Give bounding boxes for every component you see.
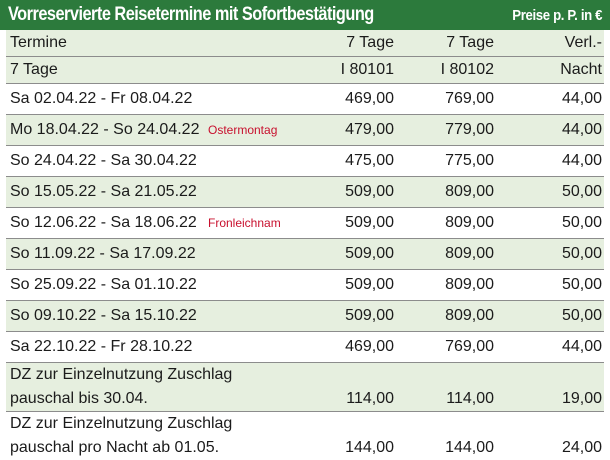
surcharge-row-1-line-1: DZ zur Einzelnutzung Zuschlag bbox=[6, 362, 604, 387]
row-note-holiday: Fronleichnam bbox=[208, 207, 304, 239]
row-night: 44,00 bbox=[494, 114, 604, 146]
surcharge-row-2-line-1: DZ zur Einzelnutzung Zuschlag bbox=[6, 411, 604, 436]
spacer-cell bbox=[394, 362, 494, 387]
row-price-2: 779,00 bbox=[394, 114, 494, 146]
header-note bbox=[208, 30, 304, 57]
row-price-1: 479,00 bbox=[304, 114, 394, 146]
header-row-2: 7 Tage I 80101 I 80102 Nacht bbox=[6, 56, 604, 84]
row-night: 44,00 bbox=[494, 145, 604, 177]
row-note bbox=[208, 269, 304, 301]
row-price-1: 509,00 bbox=[304, 300, 394, 332]
row-night: 50,00 bbox=[494, 269, 604, 301]
row-price-1: 509,00 bbox=[304, 176, 394, 208]
dates-price-table: Termine 7 Tage 7 Tage Verl.- 7 Tage I 80… bbox=[6, 30, 604, 460]
table-row: Mo 18.04.22 - So 24.04.22 Ostermontag 47… bbox=[6, 114, 604, 146]
surcharge-sublabel: pauschal pro Nacht ab 01.05. bbox=[6, 436, 304, 460]
row-note bbox=[208, 331, 304, 363]
row-termin: Mo 18.04.22 - So 24.04.22 bbox=[6, 114, 208, 146]
header-note-2 bbox=[208, 56, 304, 84]
row-price-2: 809,00 bbox=[394, 269, 494, 301]
row-termin: So 25.09.22 - Sa 01.10.22 bbox=[6, 269, 208, 301]
row-price-2: 809,00 bbox=[394, 238, 494, 270]
row-price-2: 809,00 bbox=[394, 300, 494, 332]
row-price-2: 809,00 bbox=[394, 207, 494, 239]
row-termin: So 09.10.22 - Sa 15.10.22 bbox=[6, 300, 208, 332]
surcharge-price-1: 114,00 bbox=[304, 387, 394, 412]
row-night: 50,00 bbox=[494, 238, 604, 270]
spacer-cell bbox=[304, 362, 394, 387]
row-note bbox=[208, 176, 304, 208]
row-night: 50,00 bbox=[494, 207, 604, 239]
row-termin: So 15.05.22 - Sa 21.05.22 bbox=[6, 176, 208, 208]
row-night: 50,00 bbox=[494, 176, 604, 208]
row-termin: Sa 02.04.22 - Fr 08.04.22 bbox=[6, 83, 208, 115]
row-price-1: 509,00 bbox=[304, 238, 394, 270]
row-price-2: 769,00 bbox=[394, 331, 494, 363]
surcharge-row-2-line-2: pauschal pro Nacht ab 01.05. 144,00 144,… bbox=[6, 436, 604, 460]
header-col-2: 7 Tage bbox=[394, 30, 494, 57]
row-price-1: 475,00 bbox=[304, 145, 394, 177]
surcharge-price-2: 144,00 bbox=[394, 436, 494, 460]
table-row: So 09.10.22 - Sa 15.10.22 509,00 809,00 … bbox=[6, 300, 604, 332]
row-price-1: 509,00 bbox=[304, 269, 394, 301]
row-termin: Sa 22.10.22 - Fr 28.10.22 bbox=[6, 331, 208, 363]
surcharge-night: 19,00 bbox=[494, 387, 604, 412]
table-row: So 25.09.22 - Sa 01.10.22 509,00 809,00 … bbox=[6, 269, 604, 301]
spacer-cell bbox=[494, 411, 604, 436]
row-note bbox=[208, 145, 304, 177]
row-price-2: 769,00 bbox=[394, 83, 494, 115]
header-code-2: I 80102 bbox=[394, 56, 494, 84]
row-price-1: 509,00 bbox=[304, 207, 394, 239]
row-termin: So 24.04.22 - Sa 30.04.22 bbox=[6, 145, 208, 177]
row-night: 50,00 bbox=[494, 300, 604, 332]
row-termin: So 12.06.22 - Sa 18.06.22 bbox=[6, 207, 208, 239]
row-night: 44,00 bbox=[494, 83, 604, 115]
header-night: Nacht bbox=[494, 56, 604, 84]
row-note-holiday: Ostermontag bbox=[208, 114, 304, 146]
table-row: So 24.04.22 - Sa 30.04.22 475,00 775,00 … bbox=[6, 145, 604, 177]
table-row: Sa 02.04.22 - Fr 08.04.22 469,00 769,00 … bbox=[6, 83, 604, 115]
row-note bbox=[208, 238, 304, 270]
row-price-1: 469,00 bbox=[304, 331, 394, 363]
surcharge-night: 24,00 bbox=[494, 436, 604, 460]
row-note bbox=[208, 83, 304, 115]
spacer-cell bbox=[304, 411, 394, 436]
table-title: Vorreservierte Reisetermine mit Sofortbe… bbox=[8, 4, 374, 25]
row-price-2: 809,00 bbox=[394, 176, 494, 208]
header-row-1: Termine 7 Tage 7 Tage Verl.- bbox=[6, 30, 604, 57]
row-night: 44,00 bbox=[494, 331, 604, 363]
table-row: So 12.06.22 - Sa 18.06.22 Fronleichnam 5… bbox=[6, 207, 604, 239]
surcharge-label: DZ zur Einzelnutzung Zuschlag bbox=[6, 411, 304, 436]
table-title-bar: Vorreservierte Reisetermine mit Sofortbe… bbox=[0, 0, 610, 30]
surcharge-price-2: 114,00 bbox=[394, 387, 494, 412]
surcharge-sublabel: pauschal bis 30.04. bbox=[6, 387, 304, 412]
header-col-3: Verl.- bbox=[494, 30, 604, 57]
row-termin: So 11.09.22 - Sa 17.09.22 bbox=[6, 238, 208, 270]
row-price-1: 469,00 bbox=[304, 83, 394, 115]
surcharge-price-1: 144,00 bbox=[304, 436, 394, 460]
header-termine: Termine bbox=[6, 30, 208, 57]
surcharge-label: DZ zur Einzelnutzung Zuschlag bbox=[6, 362, 304, 387]
row-price-2: 775,00 bbox=[394, 145, 494, 177]
table-row: Sa 22.10.22 - Fr 28.10.22 469,00 769,00 … bbox=[6, 331, 604, 363]
table-row: So 15.05.22 - Sa 21.05.22 509,00 809,00 … bbox=[6, 176, 604, 208]
row-note bbox=[208, 300, 304, 332]
header-duration: 7 Tage bbox=[6, 56, 208, 84]
surcharge-row-1-line-2: pauschal bis 30.04. 114,00 114,00 19,00 bbox=[6, 387, 604, 412]
spacer-cell bbox=[394, 411, 494, 436]
header-col-1: 7 Tage bbox=[304, 30, 394, 57]
spacer-cell bbox=[494, 362, 604, 387]
table-row: So 11.09.22 - Sa 17.09.22 509,00 809,00 … bbox=[6, 238, 604, 270]
header-code-1: I 80101 bbox=[304, 56, 394, 84]
price-note: Preise p. P. in € bbox=[512, 6, 602, 24]
